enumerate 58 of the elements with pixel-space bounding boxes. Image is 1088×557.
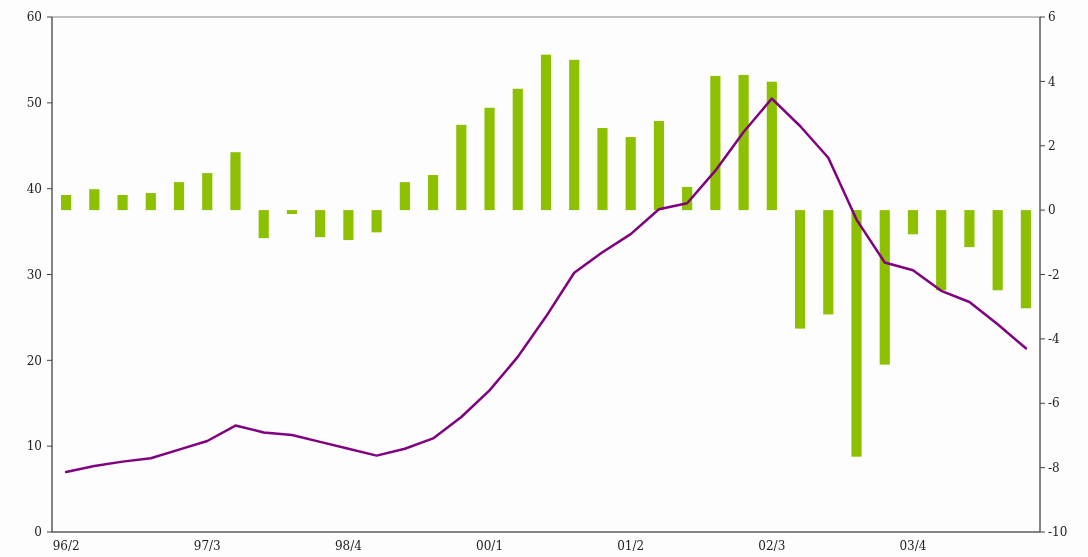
y-tick-label: 10: [26, 439, 42, 454]
y2-tick-label: 6: [1048, 10, 1056, 25]
bar: [117, 195, 128, 211]
bar: [540, 54, 552, 211]
bar: [202, 173, 213, 211]
bar: [173, 182, 185, 211]
bar: [456, 124, 467, 211]
bar: [879, 210, 890, 365]
bar: [258, 210, 269, 239]
x-tick-label: 01/2: [617, 539, 645, 553]
bar: [964, 210, 975, 248]
bar: [315, 210, 326, 238]
bar: [399, 182, 410, 211]
y2-tick-label: -10: [1048, 525, 1068, 540]
bar: [1020, 210, 1031, 309]
bar: [992, 210, 1003, 291]
bar: [61, 195, 72, 211]
bar: [710, 75, 721, 211]
bar: [371, 210, 382, 233]
line-series: [64, 97, 1028, 474]
y2-tick-label: -2: [1048, 267, 1060, 282]
x-tick-label: 00/1: [476, 539, 504, 553]
bar: [738, 74, 749, 211]
x-tick-label: 97/3: [193, 539, 221, 553]
bar: [625, 137, 636, 211]
bar: [597, 128, 608, 211]
y2-tick-label: 4: [1048, 74, 1056, 89]
bar: [484, 107, 495, 211]
bar: [145, 193, 156, 211]
bar: [823, 210, 834, 315]
bar: [851, 210, 862, 457]
y2-tick-label: -6: [1048, 396, 1060, 411]
y2-tick-label: 2: [1048, 138, 1056, 153]
bar: [653, 120, 664, 211]
y-tick-label: 50: [26, 96, 42, 111]
bar: [794, 210, 806, 329]
y-tick-label: 20: [26, 353, 42, 368]
bar: [512, 88, 523, 211]
bar: [766, 81, 777, 211]
x-tick-label: 03/4: [899, 539, 927, 553]
bar: [343, 210, 354, 241]
bar: [907, 210, 919, 235]
y-tick-label: 40: [26, 181, 42, 196]
x-tick-label: 96/2: [52, 539, 80, 553]
bar: [569, 59, 580, 211]
y-tick-label: 30: [26, 267, 42, 282]
y2-tick-label: -8: [1048, 460, 1060, 475]
x-tick-label: 98/4: [334, 539, 363, 553]
bar: [230, 152, 241, 211]
y2-tick-label: 0: [1048, 203, 1056, 218]
bar: [428, 175, 439, 211]
bar: [89, 189, 100, 211]
bar: [286, 210, 298, 214]
bar: [936, 210, 947, 291]
y-tick-label: 60: [26, 10, 42, 25]
y-tick-label: 0: [34, 525, 42, 540]
x-tick-label: 02/3: [758, 539, 786, 553]
y2-tick-label: -4: [1048, 332, 1061, 347]
